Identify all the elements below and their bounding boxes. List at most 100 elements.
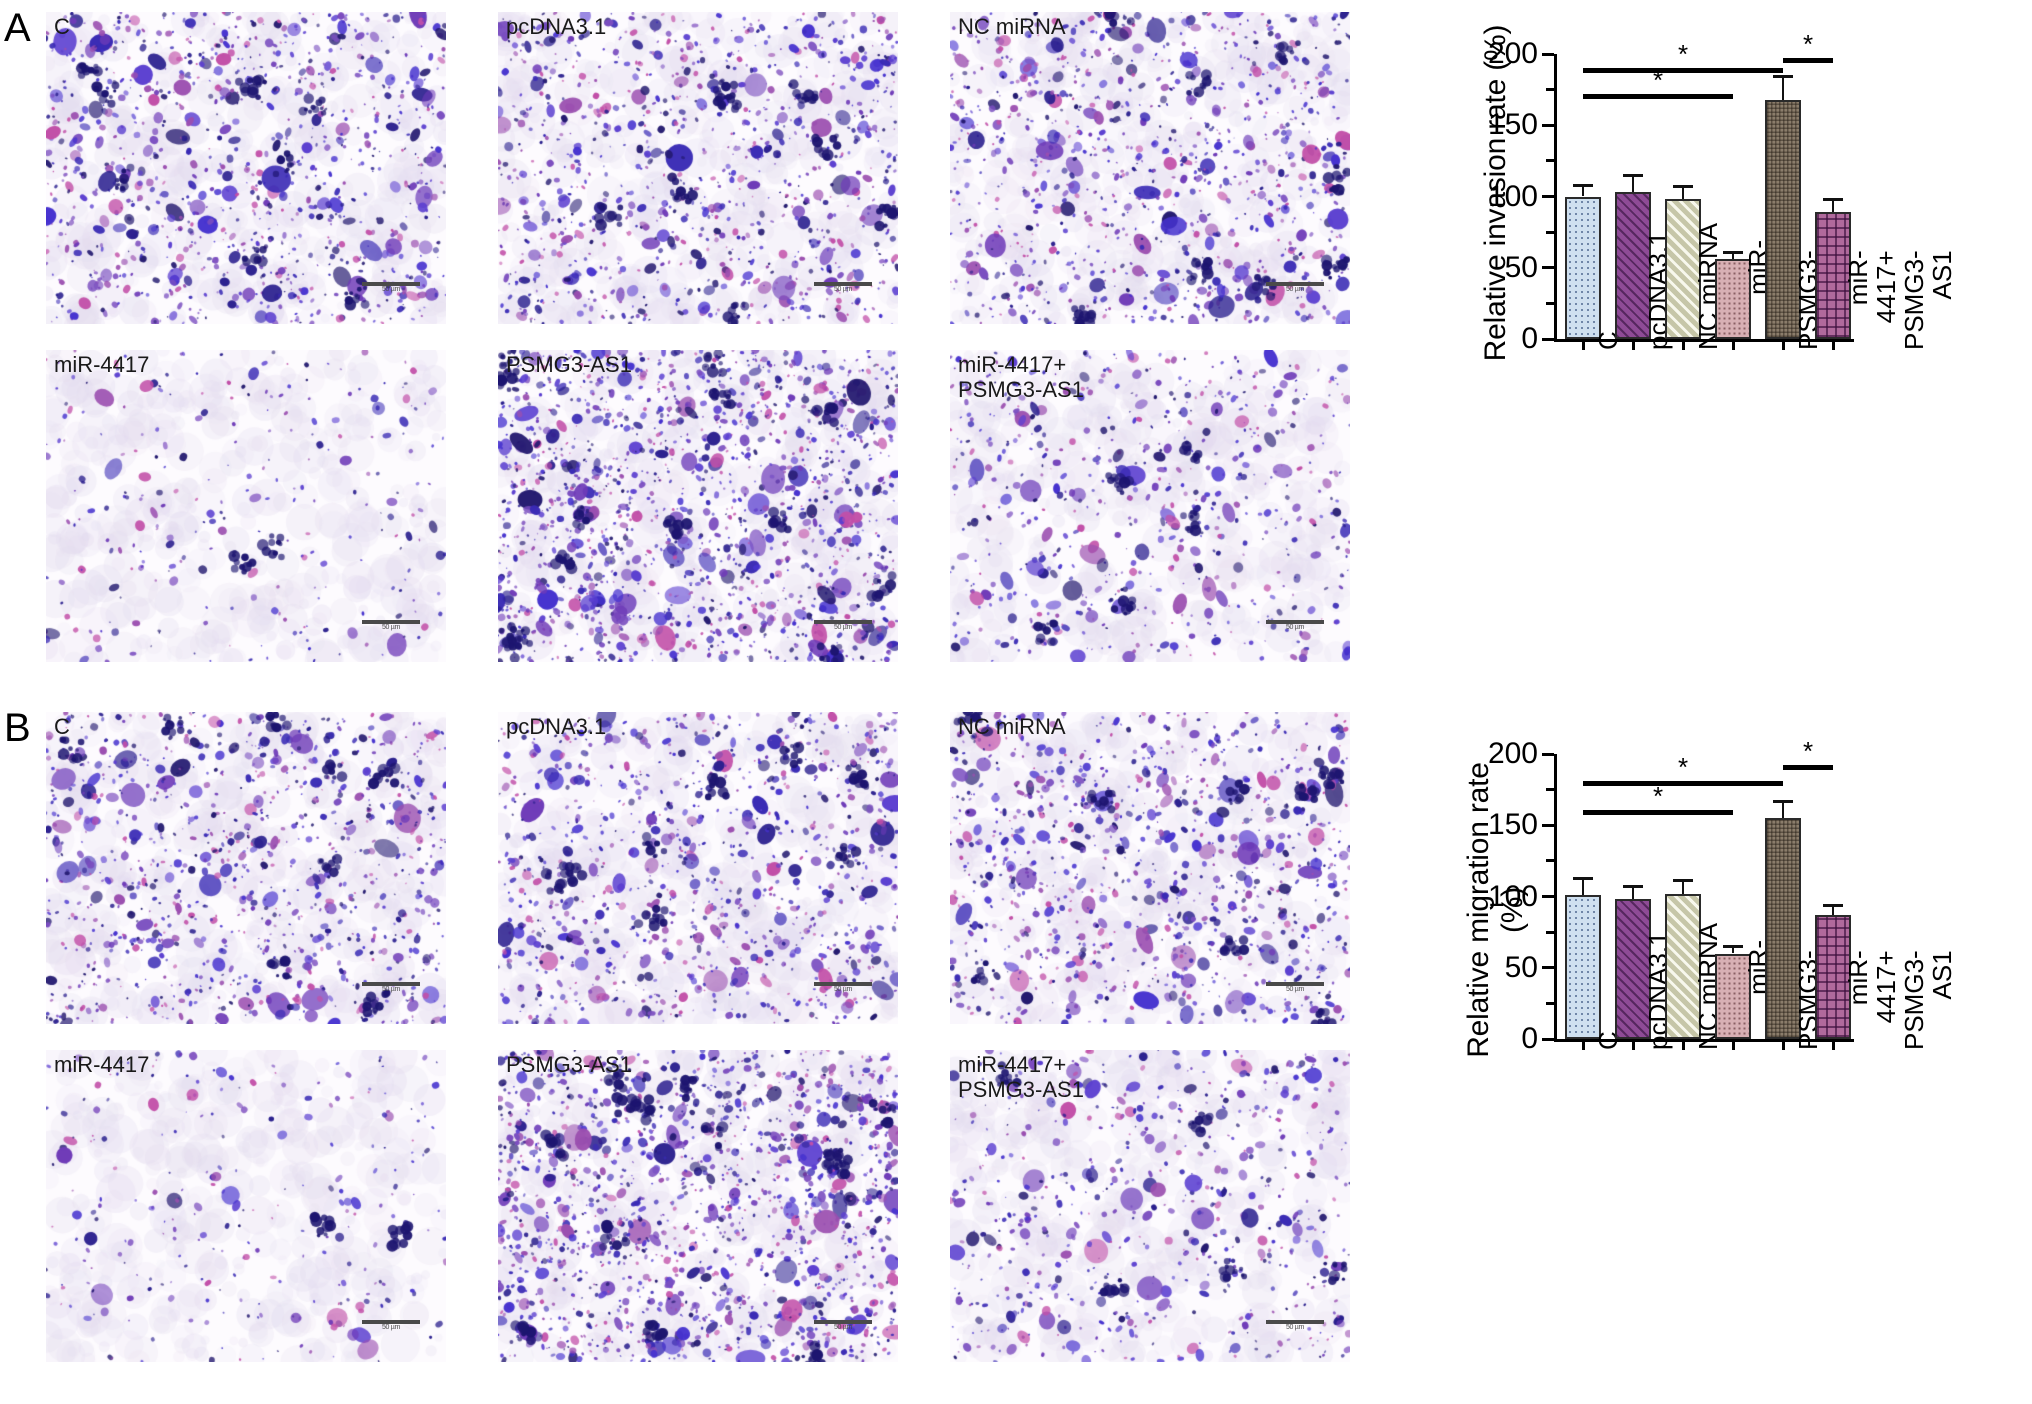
- micrograph-mir-4417: miR-4417 50 µm: [46, 350, 446, 662]
- scale-bar: 50 µm: [1266, 982, 1324, 994]
- scale-bar-text: 50 µm: [1285, 286, 1305, 293]
- micrograph-label: miR-4417: [54, 1052, 150, 1077]
- micrograph-image: [46, 712, 446, 1024]
- y-tick-label: 200: [1487, 737, 1538, 770]
- scale-bar-text: 50 µm: [1285, 986, 1305, 993]
- error-bar-cap: [1823, 903, 1843, 907]
- micrograph-c: C 50 µm: [46, 12, 446, 324]
- y-tick: [1542, 337, 1554, 341]
- scale-bar-line: [362, 282, 420, 286]
- error-bar-cap: [1723, 944, 1743, 948]
- bar-nc-mirna: [1665, 893, 1701, 1039]
- y-tick-label: 150: [1487, 108, 1538, 142]
- y-tick-label: 50: [1504, 950, 1538, 984]
- micrograph-psmg3-as1: PSMG3-AS1 50 µm: [498, 1050, 898, 1362]
- micrograph-image: [498, 12, 898, 324]
- scale-bar-line: [362, 1320, 420, 1324]
- y-tick-label: 100: [1487, 879, 1538, 913]
- y-tick-label: 100: [1487, 179, 1538, 213]
- scale-bar-text: 50 µm: [1285, 1324, 1305, 1331]
- error-bar-cap: [1723, 250, 1743, 254]
- scale-bar-line: [814, 982, 872, 986]
- panel-b-micrograph-grid: C 50 µm pcDNA3.1 50 µm NC miRNA 50 µm miR-4417…: [46, 712, 1396, 1376]
- scale-bar-text: 50 µm: [381, 1324, 401, 1331]
- x-tick: [1682, 1039, 1685, 1050]
- significance-star: *: [1652, 780, 1664, 811]
- scale-bar-text: 50 µm: [1285, 624, 1305, 631]
- error-bar-cap: [1573, 876, 1593, 880]
- scale-bar-text: 50 µm: [381, 986, 401, 993]
- y-axis: [1554, 54, 1557, 339]
- error-bar-cap: [1623, 885, 1643, 889]
- x-tick: [1732, 339, 1735, 350]
- panel-a-micrograph-grid: C 50 µm pcDNA3.1 50 µm NC miRNA 50 µm miR-4417…: [46, 12, 1396, 676]
- bar-mir-4417: [1715, 953, 1751, 1039]
- y-minor-tick: [1546, 788, 1554, 792]
- error-bar: [1582, 183, 1584, 197]
- significance-line: [1583, 68, 1783, 74]
- micrograph-image: [950, 1050, 1350, 1362]
- error-bar-cap: [1673, 185, 1693, 189]
- error-bar: [1782, 799, 1784, 819]
- y-tick: [1542, 823, 1554, 827]
- scale-bar: 50 µm: [1266, 620, 1324, 632]
- scale-bar: 50 µm: [1266, 1320, 1324, 1332]
- panel-b-letter: B: [4, 706, 31, 750]
- bar-c: [1565, 895, 1601, 1039]
- y-tick: [1542, 195, 1554, 198]
- scale-bar-line: [1266, 1320, 1324, 1324]
- micrograph-label: C: [54, 14, 70, 39]
- x-tick: [1832, 1039, 1835, 1050]
- micrograph-label: NC miRNA: [958, 14, 1066, 39]
- error-bar-cap: [1573, 183, 1593, 187]
- micrograph-image: [46, 1050, 446, 1362]
- x-tick: [1782, 1039, 1785, 1050]
- micrograph-label: PSMG3-AS1: [506, 1052, 632, 1077]
- x-tick: [1632, 339, 1635, 350]
- significance-line: [1583, 781, 1783, 787]
- significance-line: [1783, 58, 1833, 64]
- y-minor-tick: [1546, 1001, 1554, 1005]
- micrograph-label: pcDNA3.1: [506, 714, 607, 739]
- bar-nc-mirna: [1665, 199, 1701, 339]
- error-bar: [1832, 197, 1834, 213]
- scale-bar-text: 50 µm: [833, 286, 853, 293]
- scale-bar: 50 µm: [362, 1320, 420, 1332]
- x-tick: [1832, 339, 1835, 350]
- significance-star: *: [1802, 29, 1814, 60]
- x-tick: [1682, 339, 1685, 350]
- scale-bar-text: 50 µm: [833, 1324, 853, 1331]
- scale-bar-text: 50 µm: [833, 986, 853, 993]
- scale-bar-line: [814, 1320, 872, 1324]
- error-bar: [1732, 944, 1734, 954]
- scale-bar-line: [362, 982, 420, 986]
- error-bar-cap: [1823, 197, 1843, 201]
- scale-bar-line: [1266, 282, 1324, 286]
- bar-psmg3-as1: [1765, 818, 1801, 1039]
- y-tick: [1542, 1037, 1554, 1041]
- micrograph-image: [950, 350, 1350, 662]
- y-tick: [1542, 895, 1554, 898]
- y-tick-label: 0: [1521, 1022, 1538, 1055]
- error-bar: [1682, 879, 1684, 894]
- x-tick: [1782, 339, 1785, 350]
- y-tick: [1542, 52, 1554, 56]
- panel-a: A C 50 µm pcDNA3.1 50 µm NC miRNA 50 µm miR-44…: [0, 6, 2032, 686]
- micrograph-psmg3-as1: PSMG3-AS1 50 µm: [498, 350, 898, 662]
- micrograph-image: [950, 12, 1350, 324]
- error-bar: [1582, 876, 1584, 896]
- x-axis: [1554, 339, 1854, 342]
- micrograph-label: miR-4417+ PSMG3-AS1: [958, 1052, 1084, 1102]
- x-axis: [1554, 1039, 1854, 1042]
- error-bar: [1832, 903, 1834, 916]
- x-tick-label: miR-4417+ PSMG3-AS1: [1843, 950, 1957, 1050]
- panel-b-chart: Relative migration rate (%) 0 50 100 150 200 C…: [1400, 706, 2030, 1386]
- y-tick: [1542, 123, 1554, 127]
- y-tick: [1542, 966, 1554, 970]
- significance-star: *: [1677, 39, 1689, 70]
- micrograph-pcdna3-1: pcDNA3.1 50 µm: [498, 12, 898, 324]
- micrograph-pcdna3-1: pcDNA3.1 50 µm: [498, 712, 898, 1024]
